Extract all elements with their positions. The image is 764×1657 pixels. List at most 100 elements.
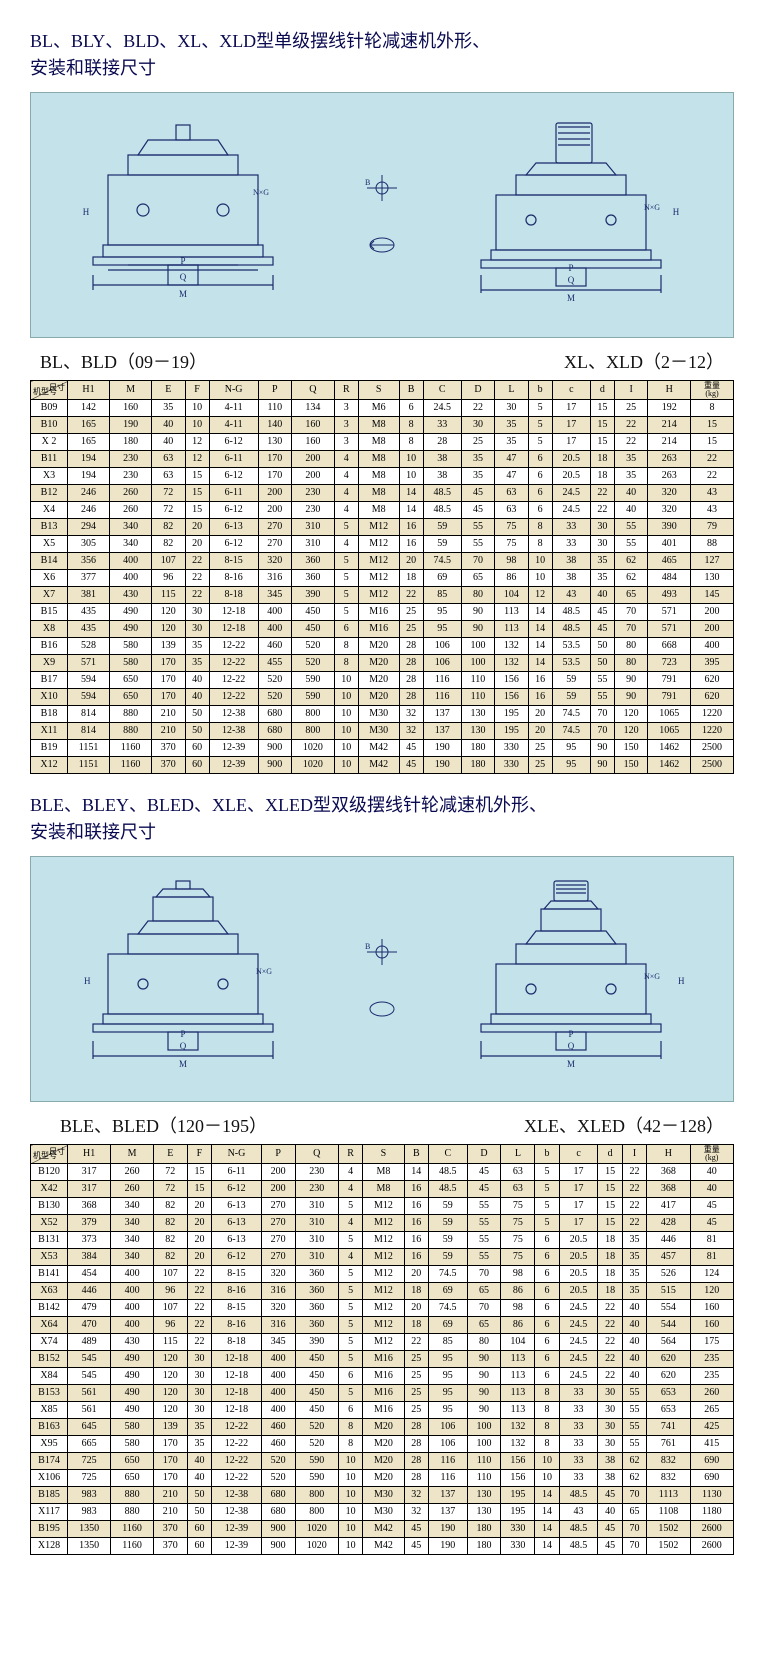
table-cell: 10 [185,417,209,434]
table-cell: 10 [334,723,358,740]
table-cell: 230 [292,485,335,502]
svg-text:P: P [569,263,574,273]
table-cell: 165 [68,417,110,434]
table-cell: 8-16 [212,1283,262,1300]
table-cell: 32 [404,1504,428,1521]
table-cell: 4 [338,1181,362,1198]
table-cell: M20 [363,1453,404,1470]
col-header: F [185,381,209,400]
table-cell: 270 [261,1249,295,1266]
table-cell: 270 [261,1198,295,1215]
table-cell: 113 [501,1351,535,1368]
table-cell: 620 [647,1368,690,1385]
table-cell: 260 [110,502,152,519]
table-cell: 8 [535,1402,559,1419]
table-cell: 340 [110,519,152,536]
table-cell: 561 [68,1385,111,1402]
table-cell: 63 [501,1181,535,1198]
table-cell: 160 [690,1300,733,1317]
table-cell: 5 [338,1385,362,1402]
table-cell: 142 [68,400,110,417]
table-cell: 6 [528,468,552,485]
table-cell: X12 [31,757,68,774]
table-cell: 6 [399,400,423,417]
table-cell: 100 [461,638,494,655]
table-cell: 63 [495,502,528,519]
table-cell: 800 [295,1504,338,1521]
table-cell: 1151 [68,757,110,774]
table-cell: 317 [68,1181,111,1198]
table-cell: 100 [461,655,494,672]
table-cell: 340 [111,1249,154,1266]
table-cell: 590 [295,1453,338,1470]
table-cell: 40 [690,1181,733,1198]
table-cell: 120 [153,1351,187,1368]
table-cell: 390 [292,587,335,604]
table-cell: 316 [258,570,291,587]
table-cell: 428 [647,1215,690,1232]
table-cell: 18 [590,451,614,468]
table-cell: 200 [258,502,291,519]
table-cell: 8-15 [212,1300,262,1317]
table-cell: M30 [363,1504,404,1521]
table-cell: 20.5 [559,1283,598,1300]
table-cell: 645 [68,1419,111,1436]
table-cell: 6 [535,1317,559,1334]
table-cell: 28 [404,1436,428,1453]
table-cell: 580 [111,1419,154,1436]
table-cell: 10 [334,672,358,689]
table-cell: 520 [258,672,291,689]
table-row: B195135011603706012-39900102010M42451901… [31,1521,734,1538]
table-row: B19115111603706012-39900102010M424519018… [31,740,734,757]
table-cell: 270 [258,536,291,553]
table-cell: 2500 [691,740,734,757]
table-cell: 45 [461,485,494,502]
table-cell: 401 [648,536,691,553]
table-cell: 35 [622,1283,646,1300]
table-cell: 75 [501,1198,535,1215]
table-cell: 70 [622,1538,646,1555]
col-header: P [258,381,291,400]
table-cell: 594 [68,689,110,706]
table-cell: 28 [404,1419,428,1436]
table-cell: 156 [501,1470,535,1487]
table-cell: 10 [528,553,552,570]
table-cell: 45 [467,1181,501,1198]
table-cell: 82 [152,519,185,536]
table-cell: 4 [334,502,358,519]
table-cell: 5 [334,519,358,536]
table-cell: 65 [614,587,647,604]
table-cell: 86 [501,1283,535,1300]
table-cell: 24.5 [559,1317,598,1334]
table-cell: 22 [598,1368,622,1385]
table-cell: 25 [614,400,647,417]
table-cell: 10 [528,570,552,587]
table-cell: B185 [31,1487,68,1504]
table-cell: 520 [261,1453,295,1470]
col-header: F [187,1145,211,1164]
table-cell: X106 [31,1470,68,1487]
table-cell: 14 [535,1521,559,1538]
table-cell: 230 [292,502,335,519]
table-cell: M42 [358,740,399,757]
table-cell: 55 [622,1436,646,1453]
table-cell: 18 [404,1283,428,1300]
table-row: X118148802105012-3868080010M303213713019… [31,723,734,740]
left-label-1: BL、BLD（09－19） [40,348,207,374]
table-cell: 620 [691,689,734,706]
table-cell: 90 [590,740,614,757]
table-row: B1636455801393512-224605208M202810610013… [31,1419,734,1436]
table-cell: 59 [423,519,461,536]
table-cell: 4 [338,1164,362,1181]
table-cell: 192 [648,400,691,417]
table-cell: 25 [399,604,423,621]
col-header: C [423,381,461,400]
table-cell: 6-12 [209,536,258,553]
table-cell: 63 [501,1164,535,1181]
table-cell: 1108 [647,1504,690,1521]
table-cell: 20 [185,536,209,553]
svg-text:B: B [365,178,370,187]
table-cell: 12 [185,434,209,451]
table-cell: 230 [295,1164,338,1181]
table-cell: 340 [111,1215,154,1232]
